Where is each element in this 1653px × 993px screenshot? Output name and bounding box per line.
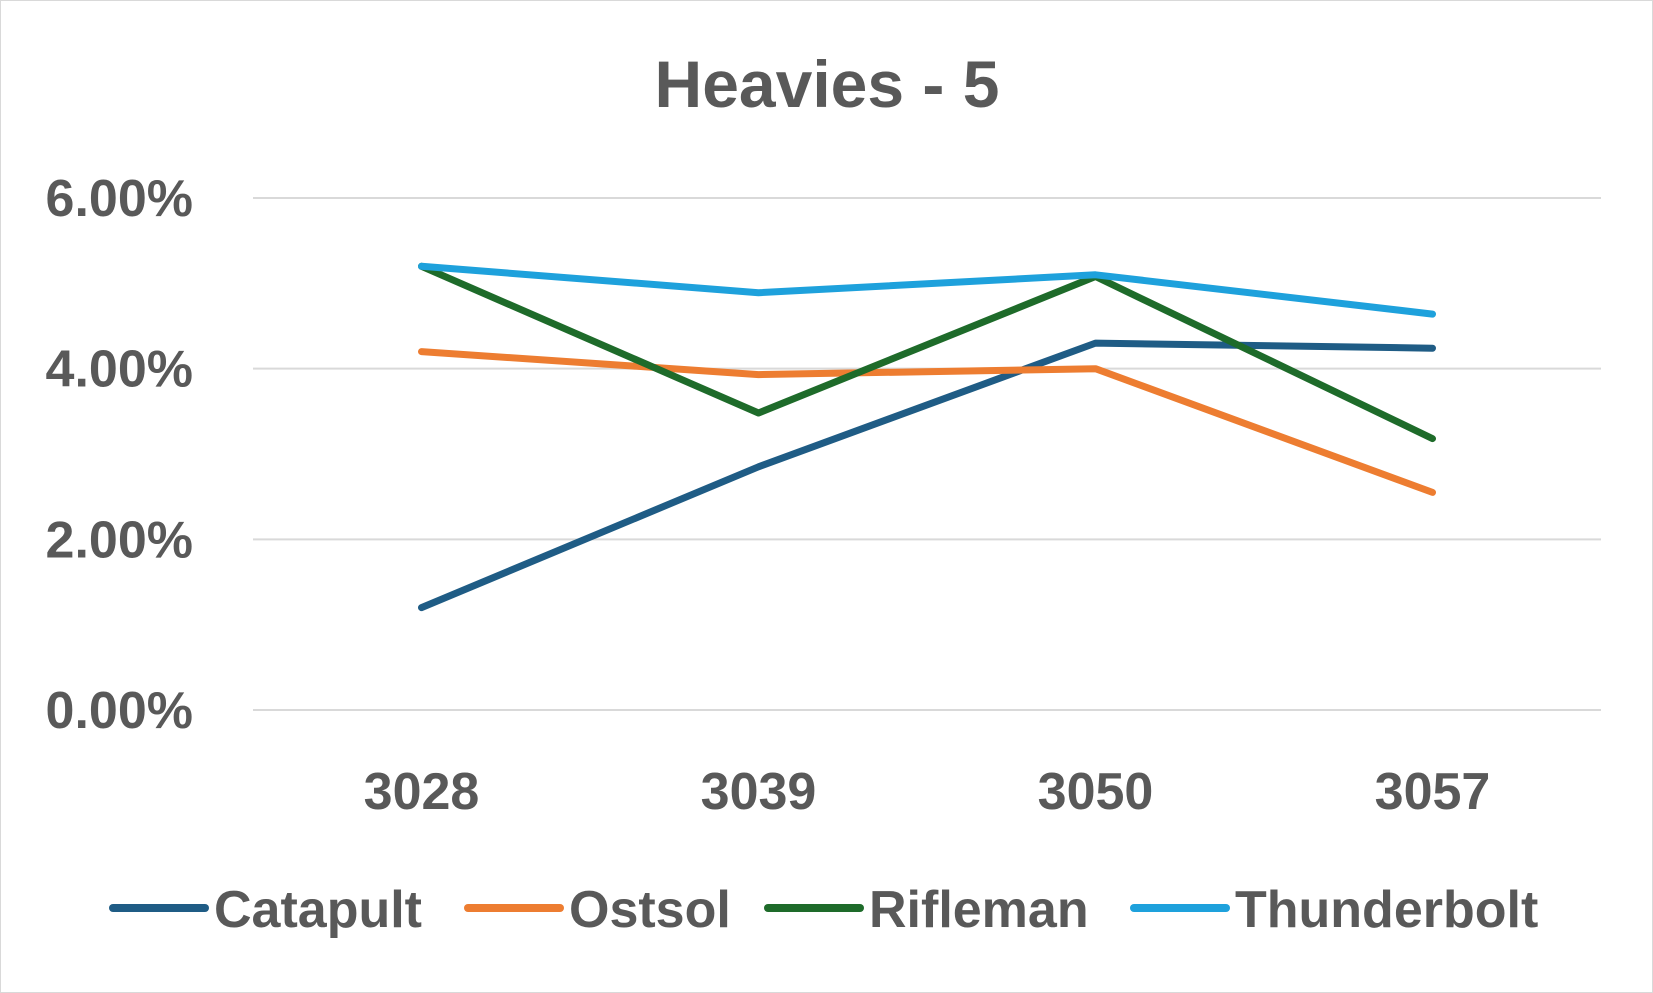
y-tick-label: 4.00%: [46, 341, 193, 399]
chart-title: Heavies - 5: [655, 47, 1000, 121]
y-axis-ticks: 0.00% 2.00% 4.00% 6.00%: [46, 170, 193, 740]
y-tick-label: 0.00%: [46, 682, 193, 740]
legend: Catapult Ostsol Rifleman Thunderbolt: [109, 881, 1538, 939]
y-tick-label: 2.00%: [46, 511, 193, 569]
series-line-ostsol: [418, 348, 1436, 496]
legend-label-thunderbolt: Thunderbolt: [1235, 881, 1538, 939]
x-tick-label: 3057: [1375, 763, 1491, 821]
series-line-rifleman: [418, 262, 1436, 443]
x-axis-ticks: 3028 3039 3050 3057: [364, 763, 1491, 821]
y-tick-label: 6.00%: [46, 170, 193, 228]
legend-label-catapult: Catapult: [214, 881, 422, 939]
series-line-thunderbolt: [418, 262, 1436, 318]
x-tick-label: 3050: [1038, 763, 1154, 821]
legend-label-ostsol: Ostsol: [569, 881, 731, 939]
gridlines: [253, 197, 1601, 711]
series-lines: [418, 262, 1436, 612]
x-tick-label: 3039: [701, 763, 817, 821]
x-tick-label: 3028: [364, 763, 480, 821]
legend-label-rifleman: Rifleman: [869, 881, 1089, 939]
series-line-catapult: [418, 339, 1436, 612]
